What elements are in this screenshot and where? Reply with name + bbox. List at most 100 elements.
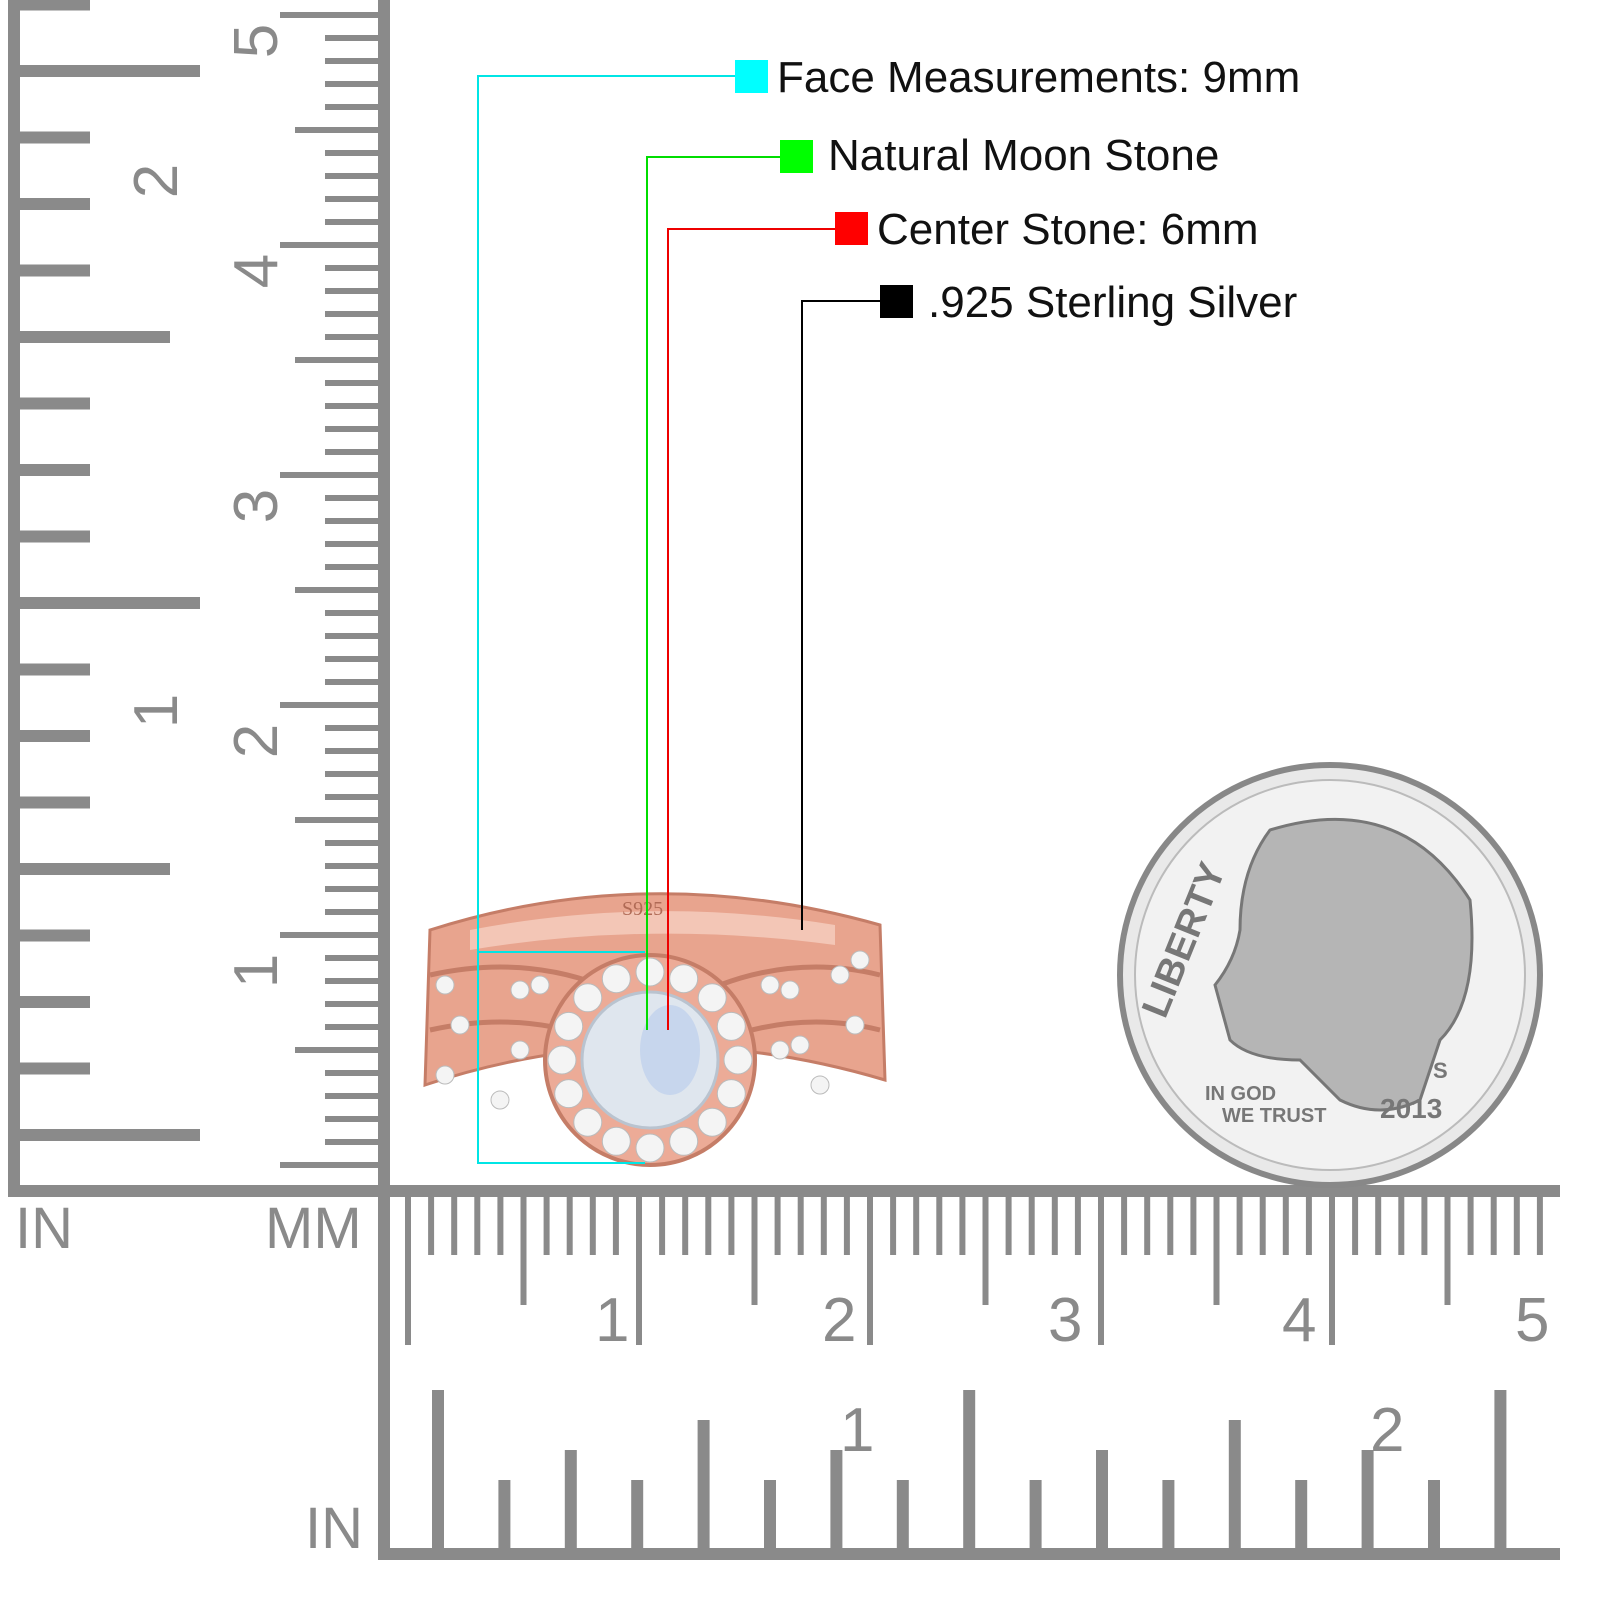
vertical-mm-number: 2 (222, 723, 292, 759)
bottom-ruler-edge (8, 1185, 1560, 1197)
mm-tick (280, 12, 380, 18)
mm-tick (797, 1195, 804, 1255)
halo-diamond (554, 1011, 584, 1041)
bottom-ruler-edge (378, 1185, 390, 1560)
mm-tick (1121, 1195, 1128, 1255)
mm-tick (325, 104, 380, 110)
mm-tick (1190, 1195, 1197, 1255)
bottom-mm-number: 1 (595, 1286, 630, 1355)
vertical-mm-number: 4 (222, 253, 292, 289)
inch-tick (564, 1450, 577, 1550)
mm-tick (325, 1024, 380, 1030)
vertical-inch-number: 2 (122, 163, 192, 199)
mm-tick (1074, 1195, 1081, 1255)
legend-stone: Natural Moon Stone (828, 131, 1220, 180)
inch-tick (10, 131, 90, 144)
halo-diamond (635, 957, 665, 987)
legend-metal: .925 Sterling Silver (928, 278, 1298, 327)
mm-tick (325, 403, 380, 409)
mm-tick (325, 610, 380, 616)
bottom-mm-number: 5 (1515, 1286, 1550, 1355)
mm-tick (325, 1070, 380, 1076)
mm-tick (1375, 1195, 1382, 1255)
mm-tick (1144, 1195, 1151, 1255)
mm-tick (280, 242, 380, 248)
side-diamond (530, 975, 550, 995)
mm-tick (325, 863, 380, 869)
side-diamond (770, 1040, 790, 1060)
mm-tick (325, 449, 380, 455)
mm-tick (325, 771, 380, 777)
mm-tick (1398, 1195, 1405, 1255)
bottom-inch-number: 2 (1370, 1396, 1405, 1465)
inch-tick (10, 464, 90, 476)
mm-tick (843, 1195, 850, 1255)
bottom-ruler-edge (378, 1548, 1560, 1560)
mm-tick (913, 1195, 920, 1255)
vertical-mm-number: 5 (222, 23, 292, 59)
mm-tick (325, 81, 380, 87)
inch-tick (10, 597, 200, 609)
mm-tick (325, 794, 380, 800)
mm-tick (325, 633, 380, 639)
mm-tick (1259, 1195, 1266, 1255)
inch-tick (10, 1062, 90, 1075)
side-diamonds (435, 950, 870, 1110)
mm-tick (325, 909, 380, 915)
inch-tick (1096, 1450, 1108, 1550)
side-diamond (435, 1065, 455, 1085)
mm-tick (497, 1195, 504, 1255)
vertical-mm-label: MM (265, 1196, 362, 1261)
mm-tick (325, 196, 380, 202)
inch-tick (1162, 1480, 1175, 1550)
inch-tick (10, 264, 90, 277)
vertical-ruler-edge (378, 0, 390, 1195)
mm-tick (325, 748, 380, 754)
mm-tick (890, 1195, 897, 1255)
mm-tick (405, 1195, 411, 1345)
svg-text:IN GOD: IN GOD (1205, 1083, 1276, 1105)
halo-diamond (554, 1079, 584, 1109)
inch-tick (631, 1480, 644, 1550)
mm-tick (325, 380, 380, 386)
mm-tick (589, 1195, 596, 1255)
vertical-mm-number: 3 (222, 488, 292, 524)
inch-tick (10, 65, 200, 77)
mm-tick (820, 1195, 827, 1255)
inch-tick (963, 1390, 976, 1550)
black-swatch (880, 285, 913, 318)
ring-illustration: S925 (423, 892, 887, 1167)
halo-diamond (601, 964, 631, 994)
mm-tick (1513, 1195, 1520, 1255)
legend-center-stone: Center Stone: 6mm (877, 205, 1259, 254)
mm-tick (636, 1195, 642, 1345)
mm-tick (728, 1195, 735, 1255)
mm-tick (474, 1195, 481, 1255)
mm-tick (1028, 1195, 1035, 1255)
side-diamond (830, 965, 850, 985)
mm-tick (325, 150, 380, 156)
mm-tick (751, 1195, 758, 1305)
mm-tick (325, 58, 380, 64)
mm-tick (1098, 1195, 1104, 1345)
inch-tick (10, 1129, 200, 1141)
mm-tick (295, 587, 380, 593)
halo-diamond (573, 1107, 603, 1137)
mm-tick (543, 1195, 550, 1255)
inch-tick (10, 929, 90, 942)
bottom-mm-number: 2 (822, 1286, 857, 1355)
bottom-mm-number: 3 (1048, 1286, 1083, 1355)
mm-tick (325, 35, 380, 41)
halo-diamond (573, 983, 603, 1013)
dime-coin: LIBERTY IN GOD WE TRUST 2013 S (1117, 762, 1543, 1188)
side-diamond (510, 1040, 530, 1060)
mm-tick (325, 840, 380, 846)
legend-face-measurements: Face Measurements: 9mm (777, 53, 1301, 102)
green-swatch (780, 140, 813, 173)
side-diamond (845, 1015, 865, 1035)
halo-diamond (635, 1133, 665, 1163)
inch-tick (10, 663, 90, 676)
mm-tick (1467, 1195, 1474, 1255)
inch-tick (10, 530, 90, 543)
